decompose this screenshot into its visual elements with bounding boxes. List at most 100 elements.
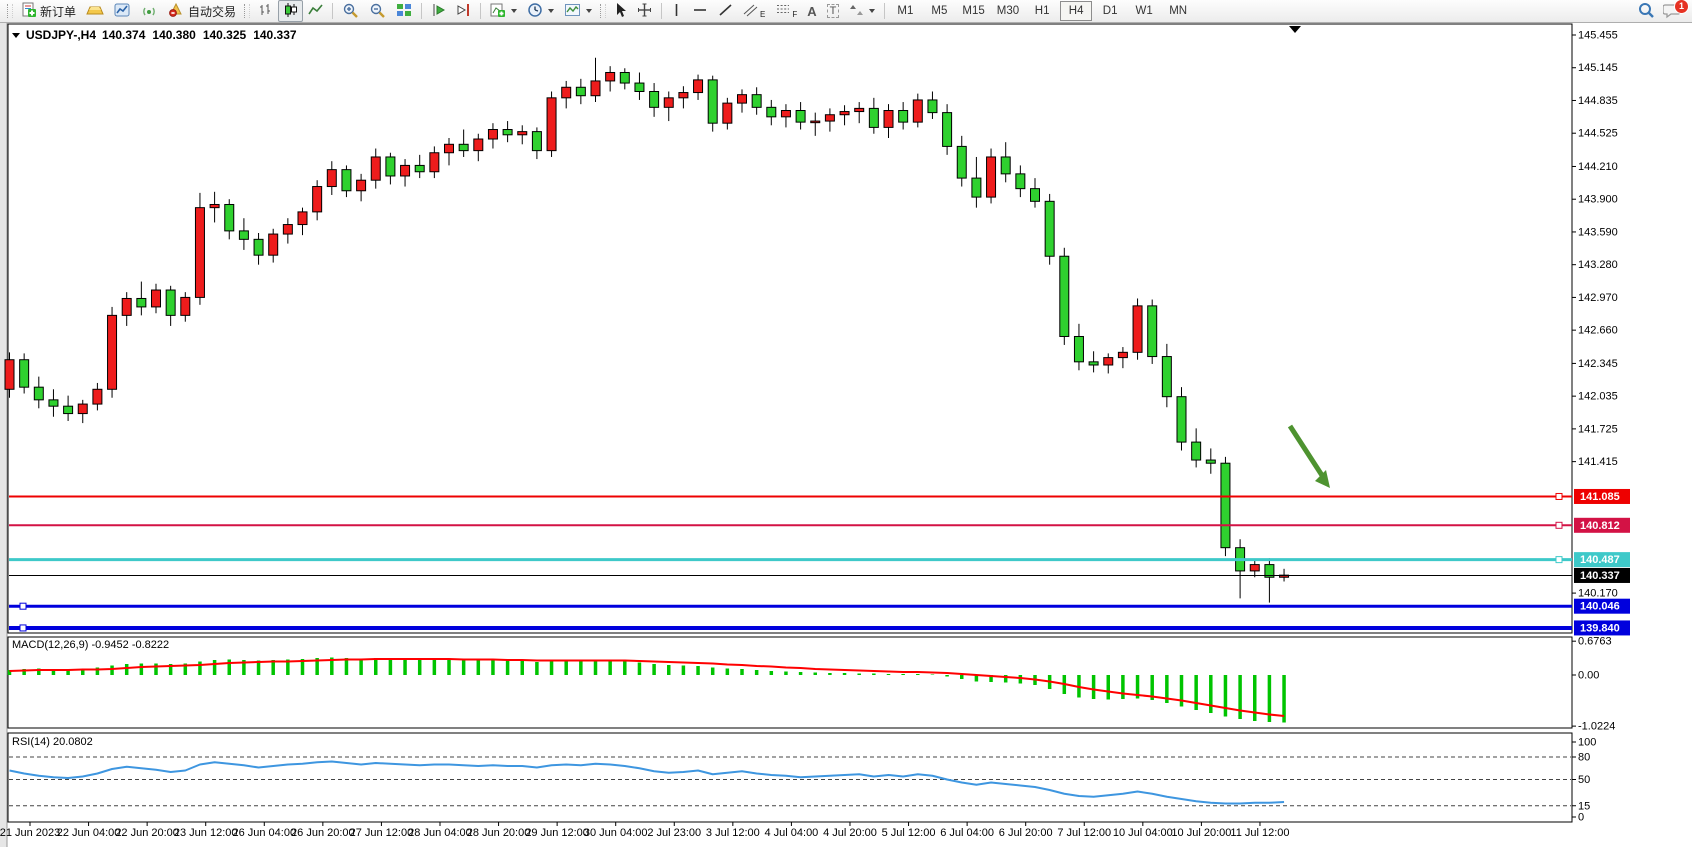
- annotation-arrow-head[interactable]: [1315, 470, 1330, 488]
- candle-body: [253, 238, 264, 256]
- crosshair-button[interactable]: [632, 0, 657, 22]
- fibonacci-icon: [775, 2, 792, 21]
- date-label: 5 Jul 12:00: [882, 827, 936, 839]
- autotrading-label: 自动交易: [188, 4, 237, 19]
- chat-button[interactable]: 1: [1662, 0, 1689, 22]
- level-handle[interactable]: [1555, 492, 1563, 500]
- fibo-suffix-label: F: [792, 9, 798, 19]
- candle-body: [1117, 351, 1128, 359]
- signals-button[interactable]: [136, 0, 163, 22]
- zoom-out-button[interactable]: [364, 0, 391, 22]
- auto-scroll-button[interactable]: [426, 0, 451, 22]
- vertical-line-button[interactable]: [666, 0, 687, 22]
- timeframe-button-W1[interactable]: W1: [1135, 5, 1153, 17]
- new-order-button[interactable]: 新订单: [16, 0, 81, 22]
- quote-high: 140.380: [152, 28, 196, 42]
- window-left-edge: [0, 23, 7, 847]
- macd-panel[interactable]: [7, 636, 1573, 729]
- trendline-button[interactable]: [713, 0, 738, 22]
- equidistant-channel-button[interactable]: E: [738, 0, 770, 22]
- main-price-panel[interactable]: [7, 23, 1573, 634]
- cursor-button[interactable]: [609, 0, 632, 22]
- tile-windows-icon: [396, 2, 412, 21]
- level-handle[interactable]: [1555, 556, 1563, 564]
- price-badge-label: 140.046: [1580, 601, 1620, 613]
- annotation-arrow-shaft[interactable]: [1287, 424, 1328, 482]
- date-label: 2 Jul 23:00: [647, 827, 701, 839]
- expand-quote-icon: [12, 32, 20, 38]
- fibonacci-button[interactable]: F: [770, 0, 802, 22]
- chart-shift-marker[interactable]: [1289, 26, 1301, 33]
- chart-window-button[interactable]: [109, 0, 136, 22]
- zoom-in-icon: [342, 2, 359, 21]
- candle-body: [151, 289, 161, 308]
- date-label: 29 Jun 12:00: [525, 827, 589, 839]
- timeframe-button-M30[interactable]: M30: [996, 5, 1020, 17]
- macd-tick-label: 0.6763: [1578, 636, 1612, 648]
- candle-body: [649, 90, 660, 108]
- toolbar-right: 1: [1637, 0, 1689, 22]
- toolbar-separator: [884, 3, 886, 19]
- deposit-button[interactable]: [81, 0, 109, 22]
- level-handle[interactable]: [19, 624, 27, 632]
- level-handle[interactable]: [19, 602, 27, 610]
- candle-body: [297, 211, 308, 226]
- date-label: 4 Jul 04:00: [764, 827, 818, 839]
- timeframe-button-H1[interactable]: H1: [1034, 5, 1050, 17]
- periods-button[interactable]: [522, 0, 559, 22]
- candle-body: [868, 107, 879, 128]
- timeframe-button-D1[interactable]: D1: [1102, 5, 1118, 17]
- toolbar-drag-handle[interactable]: [600, 4, 607, 18]
- price-tick-label: 142.345: [1578, 358, 1618, 370]
- candle-body: [898, 110, 909, 123]
- timeframe-button-MN[interactable]: MN: [1169, 5, 1188, 17]
- new-order-label: 新订单: [40, 4, 77, 19]
- rsi-tick-label: 100: [1578, 737, 1596, 749]
- candle-body: [1264, 564, 1275, 578]
- toolbar-drag-handle[interactable]: [244, 4, 251, 18]
- timeframe-button-M1[interactable]: M1: [897, 5, 914, 17]
- candle-body: [1015, 173, 1026, 190]
- candle-body: [194, 207, 205, 298]
- toolbar-drag-handle[interactable]: [7, 4, 13, 18]
- arrows-button[interactable]: [844, 0, 880, 22]
- level-handle[interactable]: [1555, 521, 1563, 529]
- candle-body: [326, 169, 337, 188]
- candle-body: [48, 399, 59, 407]
- search-icon[interactable]: [1637, 1, 1655, 22]
- timeframe-button-H4[interactable]: H4: [1060, 1, 1093, 21]
- price-badge: [1574, 517, 1630, 533]
- text-button[interactable]: A: [802, 0, 821, 22]
- candle-body: [619, 71, 630, 84]
- templates-button[interactable]: [559, 0, 597, 22]
- rsi-panel[interactable]: [7, 732, 1573, 823]
- horizontal-line-button[interactable]: [687, 0, 713, 22]
- line-chart-button[interactable]: [303, 0, 328, 22]
- candlestick-chart-button[interactable]: [278, 0, 304, 22]
- candle-body: [4, 359, 15, 390]
- candle-body: [1147, 305, 1158, 358]
- candle-body: [224, 203, 235, 232]
- indicators-button[interactable]: [485, 0, 522, 22]
- timeframe-button-M5[interactable]: M5: [931, 5, 948, 17]
- chart-shift-icon: [456, 2, 471, 21]
- timeframe-button-M15[interactable]: M15: [962, 5, 985, 17]
- candle-body: [312, 186, 323, 213]
- candle-body: [77, 403, 88, 415]
- chart-shift-button[interactable]: [451, 0, 476, 22]
- bar-chart-button[interactable]: [253, 0, 278, 22]
- toolbar-separator: [480, 3, 482, 19]
- autotrading-button[interactable]: 自动交易: [163, 0, 241, 22]
- price-badge: [1574, 488, 1630, 504]
- text-label-button[interactable]: T: [822, 0, 845, 22]
- candle-body: [766, 106, 777, 118]
- chart-title[interactable]: USDJPY-,H4 140.374 140.380 140.325 140.3…: [12, 28, 297, 42]
- zoom-in-button[interactable]: [337, 0, 364, 22]
- candle-body: [927, 99, 938, 114]
- candle-body: [839, 111, 850, 116]
- tile-windows-button[interactable]: [391, 0, 417, 22]
- rsi-tick-label: 50: [1578, 774, 1590, 786]
- price-badge: [1574, 567, 1630, 583]
- candle-body: [1000, 156, 1011, 175]
